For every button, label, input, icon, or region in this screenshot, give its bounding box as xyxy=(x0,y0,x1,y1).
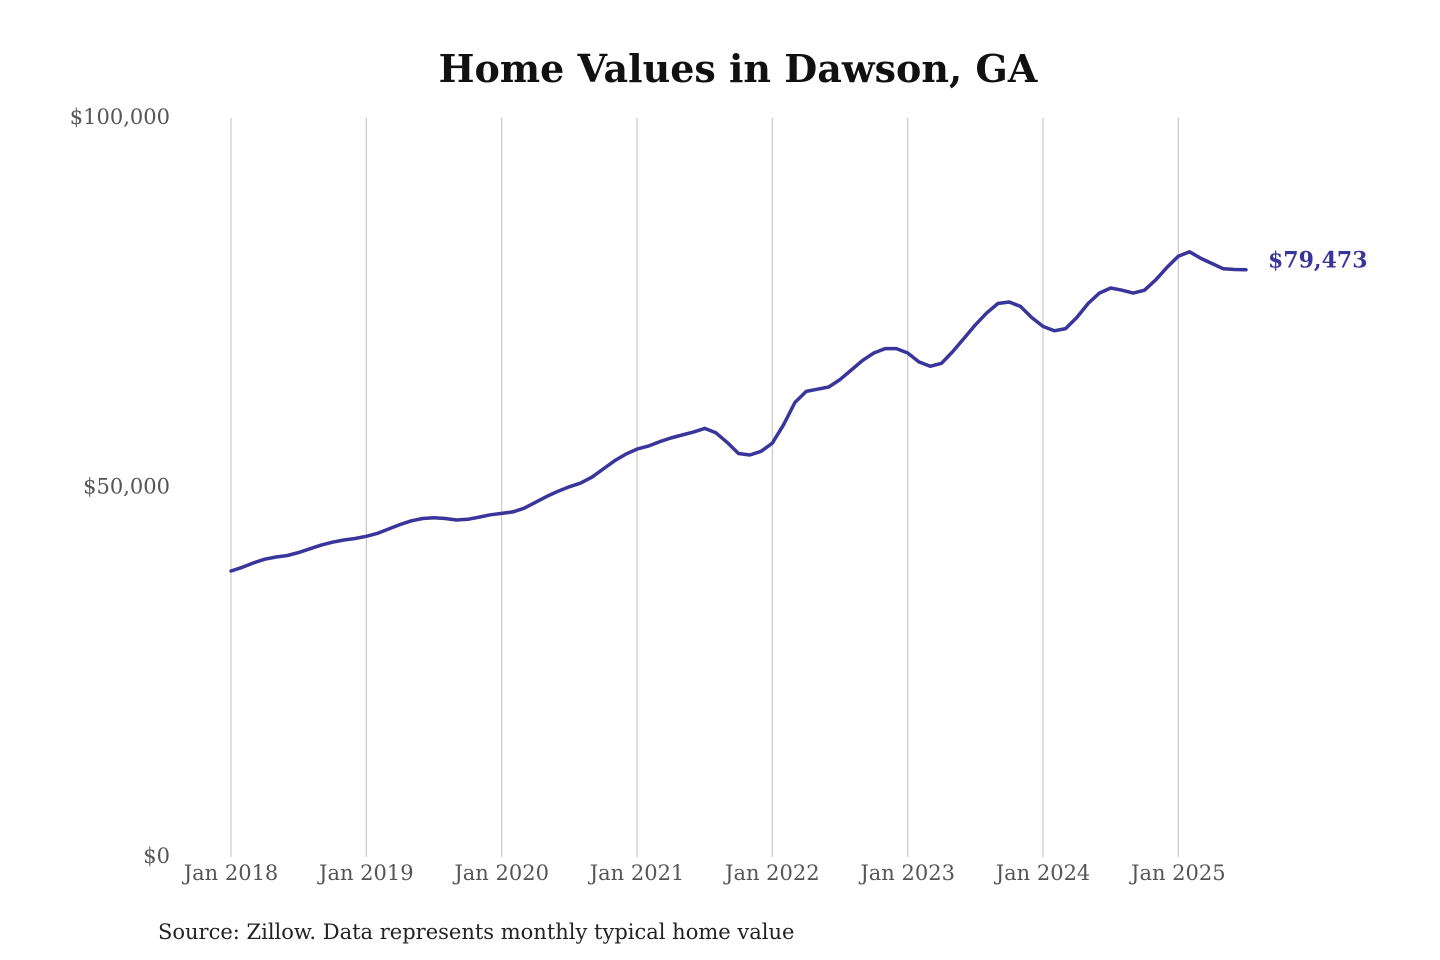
y-tick-label: $50,000 xyxy=(83,475,170,499)
source-note: Source: Zillow. Data represents monthly … xyxy=(158,920,794,944)
y-axis-ticks: $0 $50,000 $100,000 xyxy=(70,105,170,868)
x-tick-label: Jan 2021 xyxy=(588,861,685,885)
x-tick-label: Jan 2023 xyxy=(858,861,955,885)
x-axis-ticks: Jan 2018 Jan 2019 Jan 2020 Jan 2021 Jan 2022… xyxy=(182,861,1226,885)
series-home-value: $79,473 xyxy=(229,248,1368,573)
x-tick-label: Jan 2018 xyxy=(182,861,279,885)
vertical-gridlines xyxy=(230,118,1179,857)
x-tick-label: Jan 2024 xyxy=(994,861,1091,885)
end-value-label: $79,473 xyxy=(1268,248,1368,274)
y-tick-label: $0 xyxy=(143,844,170,868)
x-tick-label: Jan 2019 xyxy=(317,861,414,885)
x-tick-label: Jan 2020 xyxy=(452,861,549,885)
series-line xyxy=(229,250,1248,573)
x-tick-label: Jan 2025 xyxy=(1129,861,1226,885)
y-tick-label: $100,000 xyxy=(70,105,170,129)
x-tick-label: Jan 2022 xyxy=(723,861,820,885)
chart-title: Home Values in Dawson, GA xyxy=(439,46,1038,91)
